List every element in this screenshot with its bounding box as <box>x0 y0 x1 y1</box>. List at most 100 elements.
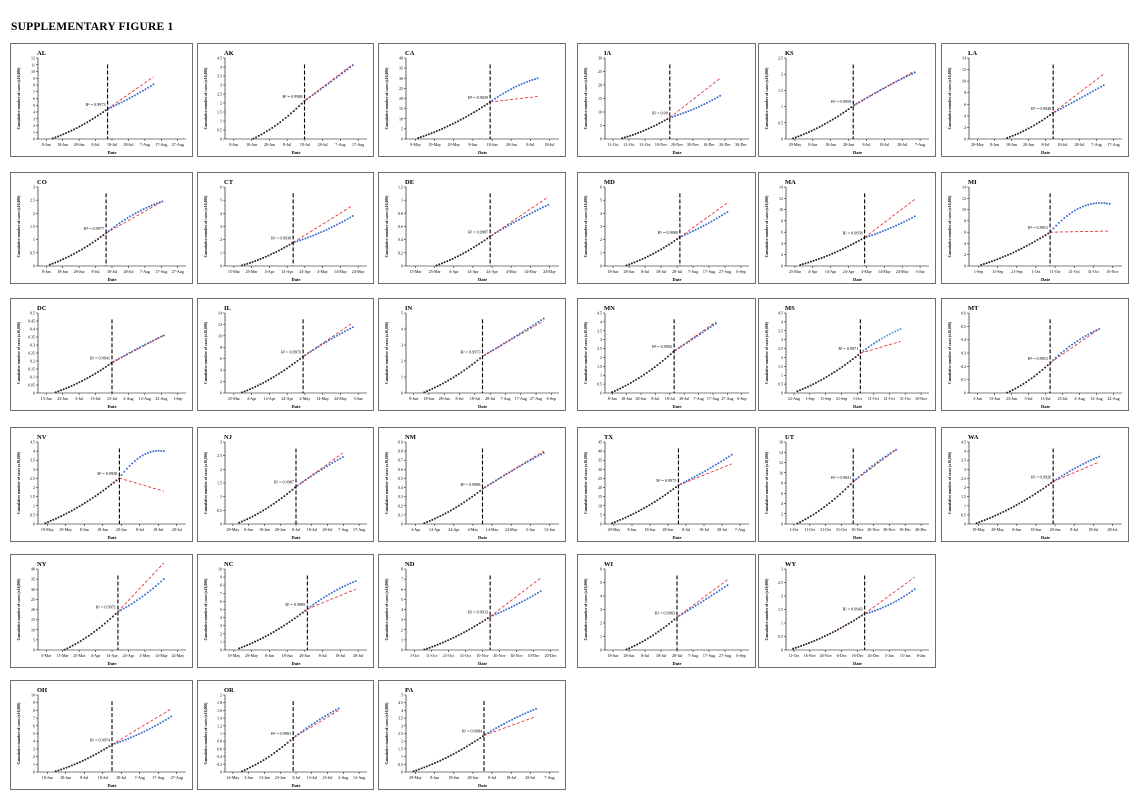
data-point <box>855 102 858 105</box>
y-tick-label: 0.2 <box>30 359 35 364</box>
data-point <box>99 236 102 239</box>
x-tick-label: 18-Jul <box>335 653 346 658</box>
data-point <box>323 466 326 469</box>
y-tick-label: 9 <box>220 575 222 580</box>
y-tick-label: 1 <box>220 250 222 255</box>
data-point <box>641 640 644 643</box>
data-point <box>847 108 850 111</box>
x-tick-label: 24-Apr <box>299 269 311 274</box>
data-point <box>309 475 312 478</box>
data-point <box>144 593 147 596</box>
data-point <box>265 130 268 133</box>
y-tick-label: 0 <box>781 137 783 142</box>
x-axis-label: Date <box>1041 150 1050 155</box>
data-point <box>892 601 895 604</box>
r-squared-label: R² = 0.9951 <box>1028 225 1048 230</box>
data-point <box>433 762 436 765</box>
data-point <box>333 460 336 463</box>
data-point <box>110 106 113 109</box>
y-tick-label: 5 <box>600 512 602 517</box>
r-squared-label: R² = 0.9987 <box>274 480 294 485</box>
data-point <box>438 128 441 131</box>
data-point <box>314 233 317 236</box>
data-point <box>808 130 811 133</box>
y-tick-label: 1 <box>33 503 35 508</box>
data-point <box>897 598 900 601</box>
data-point <box>494 613 497 616</box>
r-squared-label: R² = 0.9975 <box>656 478 676 483</box>
data-point <box>720 460 723 463</box>
chart-title: NM <box>405 434 416 441</box>
y-tick-label: 1.5 <box>961 494 966 499</box>
data-point <box>804 518 807 521</box>
data-point <box>646 255 649 258</box>
data-point <box>1076 465 1079 468</box>
data-point <box>154 585 157 588</box>
data-point <box>537 454 540 457</box>
data-point <box>473 625 476 628</box>
data-point <box>251 765 254 768</box>
data-point <box>333 224 336 227</box>
y-tick-label: 1 <box>781 621 783 626</box>
data-point <box>285 367 288 370</box>
y-axis-label: Cumulative number of cases (x10,000) <box>765 321 769 384</box>
data-point <box>1089 331 1092 334</box>
data-point <box>251 260 254 263</box>
x-tick-label: 18-Jun <box>57 142 68 147</box>
x-tick-label: 29-May <box>245 653 258 658</box>
r-squared-label: R² = 0.9971 <box>96 605 116 610</box>
x-tick-label: 27-Aug <box>172 269 184 274</box>
data-point <box>519 714 522 717</box>
data-point <box>334 708 337 711</box>
y-tick-label: 1 <box>220 731 222 736</box>
data-point <box>54 136 57 139</box>
x-tick-label: 12-Aug <box>139 396 151 401</box>
x-axis-label: Date <box>1041 535 1050 540</box>
data-point <box>70 129 73 132</box>
y-tick-label: 3 <box>220 623 222 628</box>
data-point <box>278 748 281 751</box>
data-point <box>449 377 452 380</box>
data-point <box>524 712 527 715</box>
y-tick-label: 6 <box>781 230 783 235</box>
data-point <box>831 118 834 121</box>
x-tick-label: 18-Jun <box>259 527 270 532</box>
fit-line <box>673 321 717 352</box>
data-point <box>300 102 303 105</box>
fit-line <box>482 450 544 490</box>
data-point <box>510 605 513 608</box>
data-point <box>1007 508 1010 511</box>
data-point <box>72 252 75 255</box>
data-point <box>1075 99 1078 102</box>
y-tick-label: 4 <box>600 594 602 599</box>
data-point <box>321 716 324 719</box>
y-tick-label: 9 <box>33 76 35 81</box>
fit-line-back <box>645 485 679 509</box>
x-tick-label: 8-Jun <box>990 142 999 147</box>
y-tick-label: 1 <box>964 503 966 508</box>
data-point <box>162 450 165 453</box>
data-point <box>262 256 265 259</box>
y-tick-label: 8 <box>781 481 783 486</box>
data-point <box>455 374 458 377</box>
data-point <box>423 391 426 394</box>
y-tick-label: 4 <box>220 211 222 216</box>
data-point <box>426 647 429 650</box>
data-point <box>518 218 521 221</box>
data-point <box>159 721 162 724</box>
data-point <box>541 206 544 209</box>
y-axis-label: Cumulative number of cases (x10,000) <box>948 195 952 258</box>
y-tick-label: 0 <box>964 522 966 527</box>
data-point <box>547 203 550 206</box>
r-squared-label: R² = 0.9989 <box>658 230 678 235</box>
data-point <box>346 68 349 71</box>
data-point <box>115 224 118 227</box>
y-axis-label: Cumulative number of cases (x10,000) <box>385 67 389 130</box>
data-point <box>802 133 805 136</box>
data-point <box>104 365 107 368</box>
y-tick-label: 0.5 <box>961 324 966 329</box>
y-tick-label: 2.5 <box>778 56 783 61</box>
chart-panel-dc: DC 0 0.05 0.1 0.15 0.2 0.25 0.3 0.35 0.4 0.45 0.5 13… <box>10 298 193 411</box>
data-point <box>809 260 812 263</box>
